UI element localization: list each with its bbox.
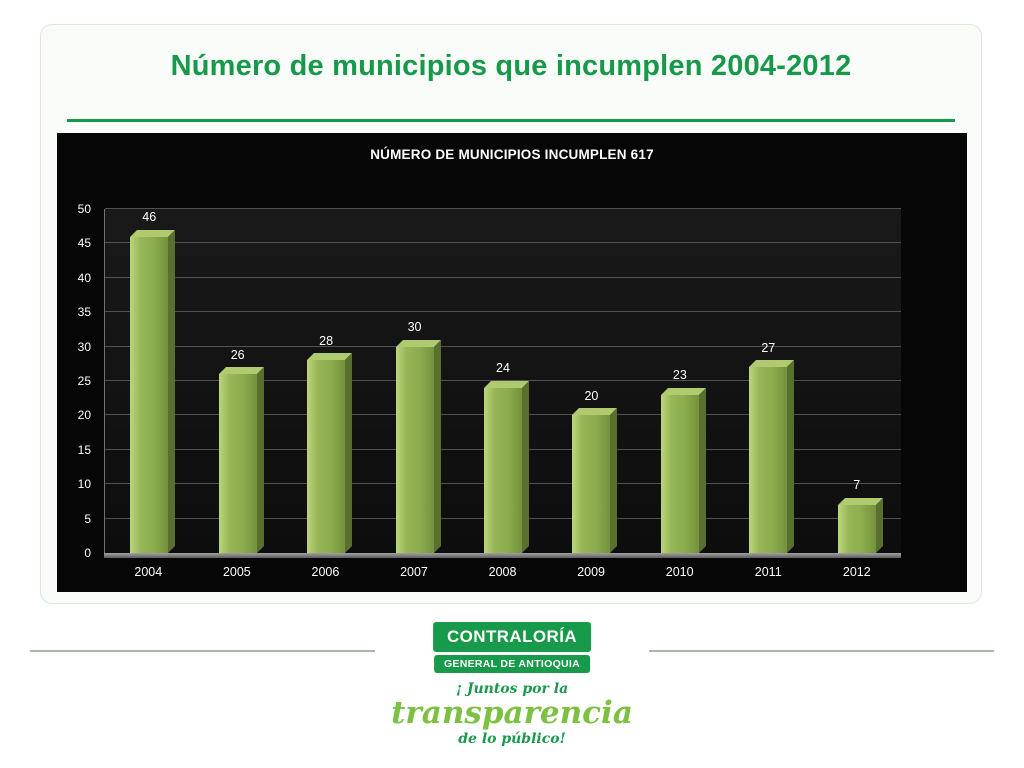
bar-side-face: [521, 380, 529, 553]
bar-2008: [483, 380, 529, 553]
gridline: [105, 380, 901, 381]
bar-value-label: 20: [584, 388, 599, 403]
gridline: [105, 208, 901, 209]
bar-side-face: [345, 353, 353, 553]
y-axis-tick-label: 30: [77, 339, 91, 354]
y-axis-tick-label: 40: [77, 270, 91, 285]
bar-2009: [572, 408, 618, 553]
bar-side-face: [256, 367, 264, 553]
contraloria-logo: CONTRALORÍA GENERAL DE ANTIOQUIA ¡ Junto…: [375, 620, 649, 747]
gridline: [105, 242, 901, 244]
logo-subtitle-box: GENERAL DE ANTIOQUIA: [433, 655, 591, 673]
bar-2007: [395, 339, 441, 553]
y-axis-tick-label: 10: [77, 477, 91, 492]
bar-value-label: 28: [319, 333, 334, 348]
bar-value-label: 24: [496, 361, 510, 376]
logo-tagline-top: ¡ Juntos por la: [455, 681, 569, 697]
logo-tagline-script: transparencia: [391, 695, 633, 731]
x-axis-tick-label: 2010: [665, 565, 694, 579]
bar-front-face: [483, 387, 522, 553]
y-axis-tick-label: 15: [77, 442, 91, 457]
bar-side-face: [610, 408, 618, 553]
bar-chart: NÚMERO DE MUNICIPIOS INCUMPLEN 617 0 5 10 1…: [57, 133, 967, 592]
y-axis-tick-label: 5: [84, 511, 91, 526]
bar-side-face: [698, 387, 706, 553]
bar-side-face: [168, 229, 176, 553]
bar-front-face: [395, 346, 434, 553]
bar-2004: [130, 229, 176, 553]
x-axis-tick-label: 2008: [488, 565, 517, 579]
x-axis-tick-label: 2007: [400, 565, 428, 579]
bar-front-face: [130, 236, 169, 553]
y-axis: 0 5 10 15 20 25 30 35 40 45 50: [57, 203, 99, 559]
bar-slot-2008: 24: [459, 209, 547, 553]
gridline: [105, 311, 901, 313]
x-axis-tick-label: 2012: [842, 565, 871, 579]
bar-slot-2005: 26: [193, 209, 281, 553]
slide-panel: Número de municipios que incumplen 2004-…: [40, 24, 982, 604]
bar-value-label: 27: [761, 340, 776, 355]
bar-side-face: [875, 497, 883, 553]
bar-2006: [307, 353, 353, 553]
bar-2011: [749, 360, 795, 553]
bar-value-label: 7: [853, 478, 861, 493]
y-axis-tick-label: 50: [77, 202, 91, 216]
bar-slot-2010: 23: [636, 209, 724, 553]
bar-front-face: [660, 394, 699, 553]
bar-slot-2012: 7: [813, 209, 901, 553]
title-underline: [67, 119, 955, 122]
bar-2012: [837, 497, 883, 553]
chart-title: NÚMERO DE MUNICIPIOS INCUMPLEN 617: [370, 147, 654, 162]
y-axis-tick-label: 45: [77, 236, 91, 251]
bar-front-face: [749, 367, 788, 553]
bar-front-face: [837, 504, 876, 553]
bars: 46 26 28 30 24 20 23 27 7: [105, 209, 901, 553]
x-axis-tick-label: 2011: [754, 565, 782, 579]
x-axis-tick-label: 2005: [222, 565, 251, 579]
y-axis-tick-label: 20: [77, 408, 91, 423]
bar-front-face: [218, 374, 257, 553]
x-axis-tick-label: 2006: [311, 565, 340, 579]
bar-slot-2011: 27: [724, 209, 812, 553]
bar-side-face: [787, 360, 795, 553]
bar-value-label: 26: [230, 347, 245, 362]
logo-tagline-bottom: de lo público!: [458, 730, 566, 747]
bar-value-label: 23: [672, 368, 687, 383]
logo-title-box: CONTRALORÍA: [432, 622, 591, 652]
gridline: [105, 345, 901, 347]
bar-side-face: [433, 339, 441, 553]
slide-title: Número de municipios que incumplen 2004-…: [170, 50, 852, 82]
bar-value-label: 30: [407, 320, 422, 335]
plot-area: 46 26 28 30 24 20 23 27 7: [104, 208, 901, 553]
bar-2005: [218, 367, 264, 553]
x-axis-tick-label: 2004: [134, 565, 163, 579]
bar-front-face: [307, 360, 346, 553]
x-axis: 2004 2005 2006 2007 2008 2009 2010 2011 2012: [104, 565, 901, 583]
y-axis-tick-label: 0: [84, 546, 91, 560]
bar-slot-2007: 30: [370, 209, 458, 553]
gridline: [105, 276, 901, 278]
plot-floor: [104, 553, 901, 558]
bar-slot-2006: 28: [282, 209, 370, 553]
x-axis-tick-label: 2009: [577, 565, 605, 579]
bar-slot-2004: 46: [105, 209, 193, 553]
bar-front-face: [572, 415, 611, 553]
bar-2010: [660, 387, 706, 553]
y-axis-tick-label: 35: [77, 305, 91, 320]
bar-slot-2009: 20: [547, 209, 635, 553]
y-axis-tick-label: 25: [77, 374, 91, 388]
bar-value-label: 46: [142, 210, 157, 225]
